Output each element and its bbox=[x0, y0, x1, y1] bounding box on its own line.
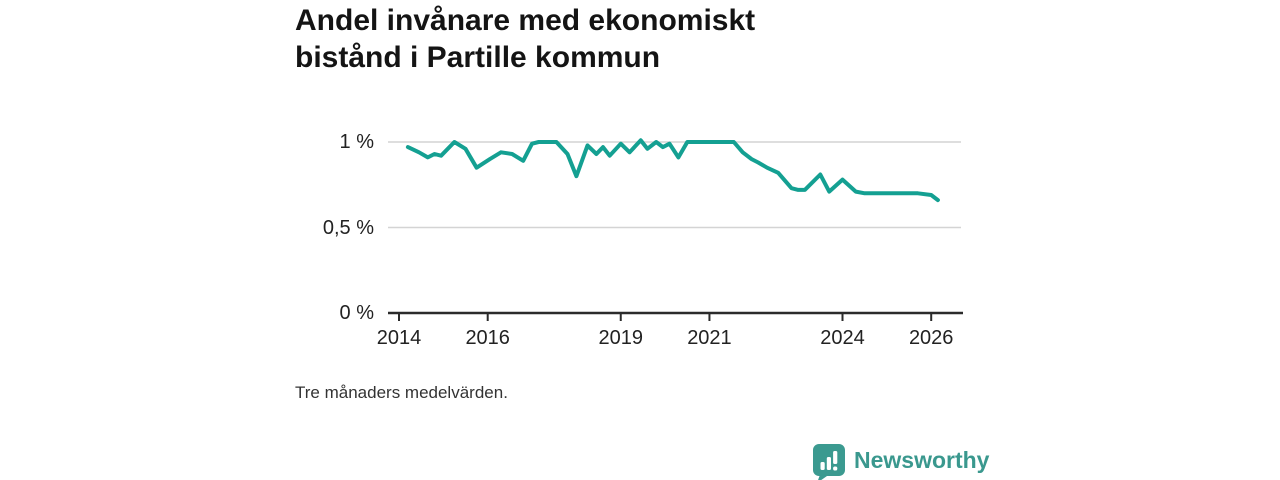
x-axis-tick-label: 2019 bbox=[598, 327, 644, 349]
x-axis-tick-label: 2016 bbox=[465, 327, 510, 349]
newsworthy-logo-icon bbox=[813, 444, 845, 480]
newsworthy-branding: Newsworthy bbox=[812, 443, 989, 480]
y-axis-tick-label: 0,5 % bbox=[322, 216, 374, 239]
x-axis-tick-label: 2024 bbox=[820, 327, 865, 349]
newsworthy-wordmark: Newsworthy bbox=[854, 447, 990, 473]
chart-footnote: Tre månaders medelvärden. bbox=[295, 383, 508, 402]
y-axis-tick-label: 1 % bbox=[339, 131, 374, 153]
x-axis-tick-label: 2014 bbox=[376, 327, 422, 349]
data-line-series bbox=[405, 138, 940, 203]
x-axis-tick-label: 2021 bbox=[687, 327, 732, 349]
chart-title: Andel invånare med ekonomiskt bistånd i … bbox=[295, 2, 755, 76]
x-axis-tick-label: 2026 bbox=[908, 327, 954, 349]
chart-title-line-1: Andel invånare med ekonomiskt bbox=[295, 4, 756, 37]
chart-title-line-2: bistånd i Partille kommun bbox=[295, 41, 661, 74]
bar-chart-exclamation-glyph bbox=[820, 451, 838, 471]
y-axis-tick-label: 0 % bbox=[339, 302, 374, 324]
